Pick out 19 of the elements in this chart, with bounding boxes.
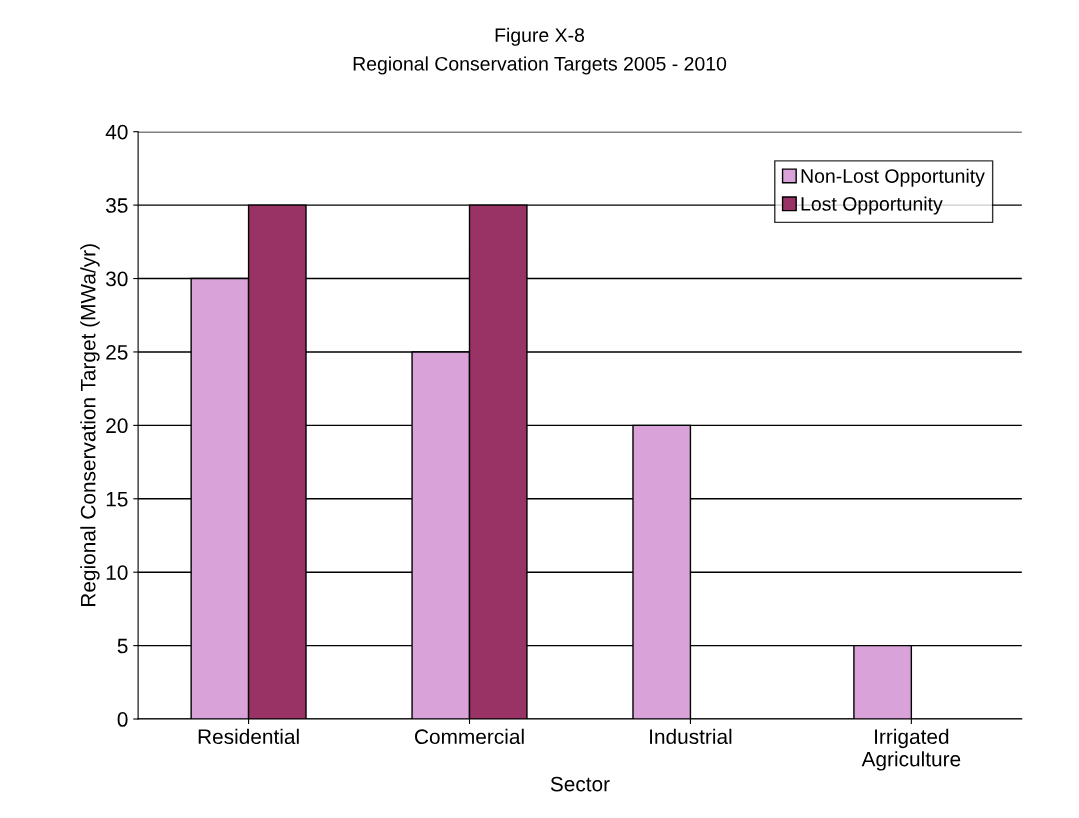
- y-tick-label: 5: [117, 638, 128, 654]
- y-tick-label: 40: [105, 124, 128, 140]
- chart-title: Figure X-8: [495, 27, 585, 46]
- y-tick-label: 15: [106, 491, 128, 507]
- legend-label: Non-Lost Opportunity: [801, 168, 985, 187]
- y-tick-label: 30: [106, 271, 128, 287]
- x-tick-label: Commercial: [415, 728, 524, 745]
- y-tick-label: 25: [106, 344, 128, 360]
- y-axis-title: Regional Conservation Target (MWa/yr): [80, 244, 100, 606]
- x-tick-label: Industrial: [650, 728, 732, 745]
- x-tick-label: Residential: [198, 728, 299, 745]
- y-tick-label: 35: [106, 198, 128, 213]
- x-tick-label: Irrigated Agriculture: [861, 728, 961, 771]
- y-tick-label: 0: [117, 712, 128, 727]
- y-tick-label: 20: [106, 418, 128, 434]
- x-axis-title: Sector: [550, 776, 610, 792]
- chart-subtitle: Regional Conservation Targets 2005 - 2010: [353, 56, 727, 75]
- legend-label: Lost Opportunity: [801, 196, 943, 215]
- y-tick-label: 10: [106, 565, 128, 580]
